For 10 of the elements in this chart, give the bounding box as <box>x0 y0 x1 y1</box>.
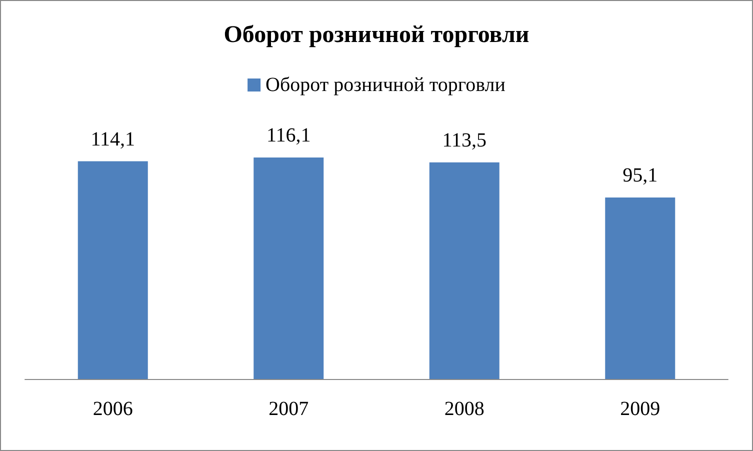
data-label: 95,1 <box>622 164 658 187</box>
x-tick-label: 2007 <box>268 398 309 420</box>
data-label: 113,5 <box>442 129 487 152</box>
x-tick-label: 2009 <box>620 398 660 420</box>
x-tick-label: 2008 <box>444 398 484 420</box>
x-tick-label: 2006 <box>92 398 133 420</box>
legend-label: Оборот розничной торговли <box>266 74 506 96</box>
data-label: 114,1 <box>90 128 136 150</box>
data-label: 116,1 <box>266 124 311 146</box>
chart-title: Оборот розничной торговли <box>224 22 530 48</box>
